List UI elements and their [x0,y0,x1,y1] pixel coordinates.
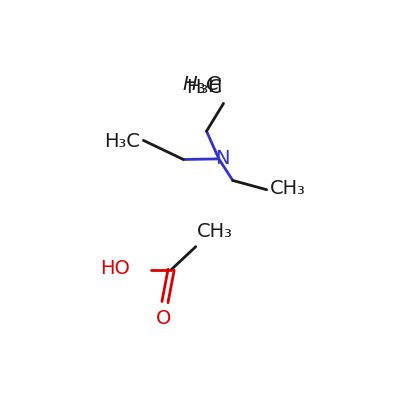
Text: CH₃: CH₃ [197,222,233,241]
Text: HO: HO [100,259,130,278]
Text: H₃C: H₃C [104,132,140,152]
Text: H₃C: H₃C [186,78,222,97]
Text: N: N [216,149,230,168]
Text: CH₃: CH₃ [270,179,306,198]
Text: O: O [156,309,171,328]
Text: $H_3C$: $H_3C$ [182,74,222,96]
Text: H: H [208,77,222,96]
